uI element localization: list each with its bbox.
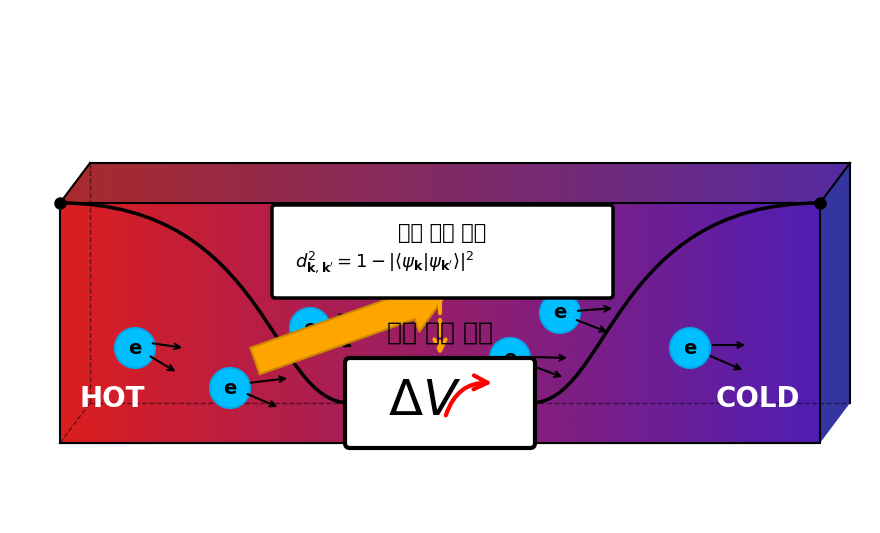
Text: COLD: COLD xyxy=(715,385,800,413)
Text: HOT: HOT xyxy=(80,385,145,413)
Circle shape xyxy=(540,293,580,333)
Text: e: e xyxy=(683,338,697,358)
FancyBboxPatch shape xyxy=(272,205,613,298)
Circle shape xyxy=(490,338,530,378)
Circle shape xyxy=(210,368,250,408)
Circle shape xyxy=(115,328,155,368)
Text: e: e xyxy=(304,319,317,337)
Text: e: e xyxy=(363,368,377,387)
Polygon shape xyxy=(820,163,850,443)
Text: e: e xyxy=(554,303,567,322)
Circle shape xyxy=(290,308,330,348)
Text: e: e xyxy=(224,378,237,398)
Text: 양자 거리 조절: 양자 거리 조절 xyxy=(399,223,487,243)
Text: $\Delta V$: $\Delta V$ xyxy=(388,377,462,425)
Circle shape xyxy=(670,328,710,368)
FancyArrow shape xyxy=(250,280,448,374)
FancyBboxPatch shape xyxy=(345,358,535,448)
Text: 열전 효율 증대: 열전 효율 증대 xyxy=(387,321,493,345)
Text: e: e xyxy=(128,338,142,358)
Text: e: e xyxy=(503,349,517,367)
Text: $d_{\mathbf{k},\mathbf{k}'}^{2} = 1 - |\langle \psi_{\mathbf{k}} | \psi_{\mathbf: $d_{\mathbf{k},\mathbf{k}'}^{2} = 1 - |\… xyxy=(295,249,474,275)
Circle shape xyxy=(350,358,390,398)
